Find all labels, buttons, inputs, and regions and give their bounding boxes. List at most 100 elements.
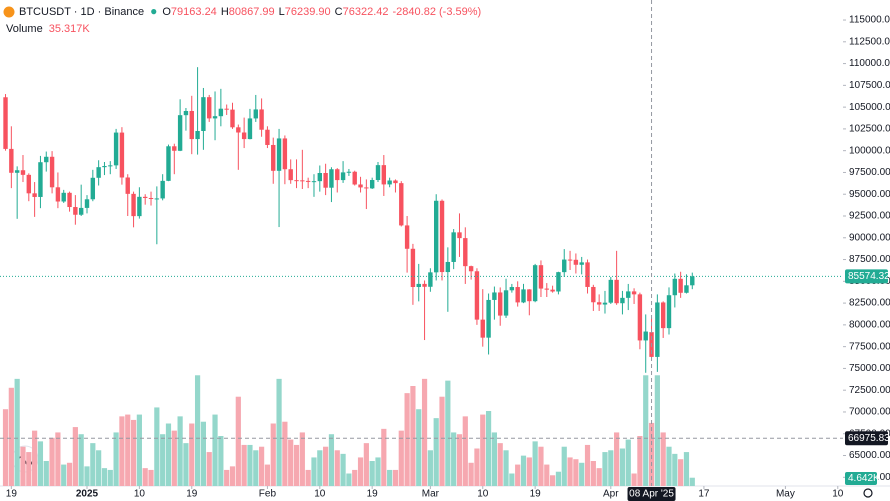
candle-body [44, 156, 49, 163]
candle-body [556, 272, 561, 292]
volume-bar [480, 414, 486, 486]
candle-body [486, 299, 491, 338]
volume-bar [573, 459, 579, 486]
x-tick-label: 19 [367, 489, 379, 500]
volume-bar [84, 466, 90, 486]
candle-body [620, 297, 625, 304]
candle-body [364, 187, 369, 189]
candle-body [503, 290, 509, 316]
candle-body [655, 302, 660, 357]
candle-body [38, 162, 43, 197]
candle-body [230, 109, 235, 128]
candle-body [14, 170, 20, 173]
volume-bar [439, 396, 445, 486]
volume-bar [608, 450, 614, 486]
candle-body [480, 319, 485, 338]
volume-bar [177, 416, 183, 486]
candle-body [352, 171, 357, 185]
volume-bar [14, 378, 20, 486]
y-tick-label: 72500.00 [849, 385, 890, 396]
volume-bar [142, 468, 148, 486]
volume-bar [503, 450, 509, 486]
candle-body [498, 292, 503, 316]
volume-bar [37, 441, 44, 486]
y-tick-label: 115000.00 [849, 15, 890, 26]
y-tick-label: 110000.00 [849, 58, 890, 69]
candle-body [207, 97, 212, 119]
candle-body [113, 132, 119, 166]
candle-body [311, 181, 317, 183]
candle-body [672, 278, 678, 296]
volume-bar [305, 469, 311, 486]
volume-bar [596, 468, 602, 486]
volume-bar [194, 375, 201, 486]
candle-body [224, 108, 229, 110]
candle-body [678, 278, 683, 293]
volume-value: 35.317K [49, 23, 91, 35]
volume-bar [491, 432, 497, 486]
volume-bar [299, 432, 305, 486]
candle-body [154, 198, 160, 200]
symbol: BTCUSDT · 1D · Binance [19, 6, 144, 18]
y-tick-label: 102500.00 [849, 124, 890, 135]
candle-body [90, 177, 96, 200]
volume-bar [375, 457, 381, 486]
volume-bar [8, 387, 14, 486]
volume-bar [200, 421, 206, 486]
volume-bar [468, 462, 474, 486]
volume-bar [416, 409, 422, 486]
volume-bar [648, 422, 655, 486]
y-tick-label: 112500.00 [849, 36, 890, 47]
candle-body [521, 289, 526, 303]
x-tick-label: 19 [186, 489, 198, 500]
volume-bar [282, 421, 288, 486]
candle-body [608, 279, 613, 303]
volume-bar [584, 444, 591, 486]
volume-bar [555, 471, 562, 486]
ohlc-value: 79163.24 [171, 6, 217, 18]
candle-body [381, 165, 387, 185]
candle-body [137, 196, 142, 217]
x-tick-label: 10 [832, 489, 844, 500]
volume-bar [119, 416, 125, 486]
volume-bar [410, 386, 416, 486]
volume-bar [264, 464, 271, 486]
y-tick-label: 77500.00 [849, 341, 890, 352]
y-tick-label: 100000.00 [849, 145, 890, 156]
candle-body [591, 286, 596, 303]
status-dot: ● [150, 4, 157, 18]
volume-bar [392, 469, 399, 486]
candle-body [579, 262, 584, 265]
volume-bar [148, 469, 154, 486]
candle-body [637, 294, 643, 341]
volume-bar [61, 464, 67, 486]
volume-bar [660, 432, 666, 486]
volume-bar [183, 443, 189, 486]
candle-body [125, 177, 130, 194]
volume-bar [72, 427, 78, 486]
volume-bar [619, 448, 626, 486]
volume-bar [637, 436, 643, 486]
candle-body [684, 285, 689, 293]
volume-bar [253, 450, 259, 486]
candle-body [340, 172, 346, 181]
y-tick-label: 75000.00 [849, 363, 890, 374]
candle-body [399, 183, 404, 226]
volume-bar [520, 455, 527, 486]
volume-bar [404, 393, 410, 486]
volume-bar [247, 444, 253, 486]
x-tick-label: May [776, 489, 795, 500]
volume-bar [206, 452, 212, 486]
candle-body [294, 180, 299, 182]
volume-bar [643, 375, 649, 486]
candle-body [323, 173, 328, 188]
price-line-box [845, 431, 888, 446]
volume-bar [328, 434, 335, 486]
volume-bar [136, 414, 142, 486]
volume-bar [270, 423, 276, 486]
candle-body [614, 279, 619, 304]
volume-bar [363, 443, 369, 486]
y-tick-label: 107500.00 [849, 80, 890, 91]
candle-body [236, 127, 241, 133]
